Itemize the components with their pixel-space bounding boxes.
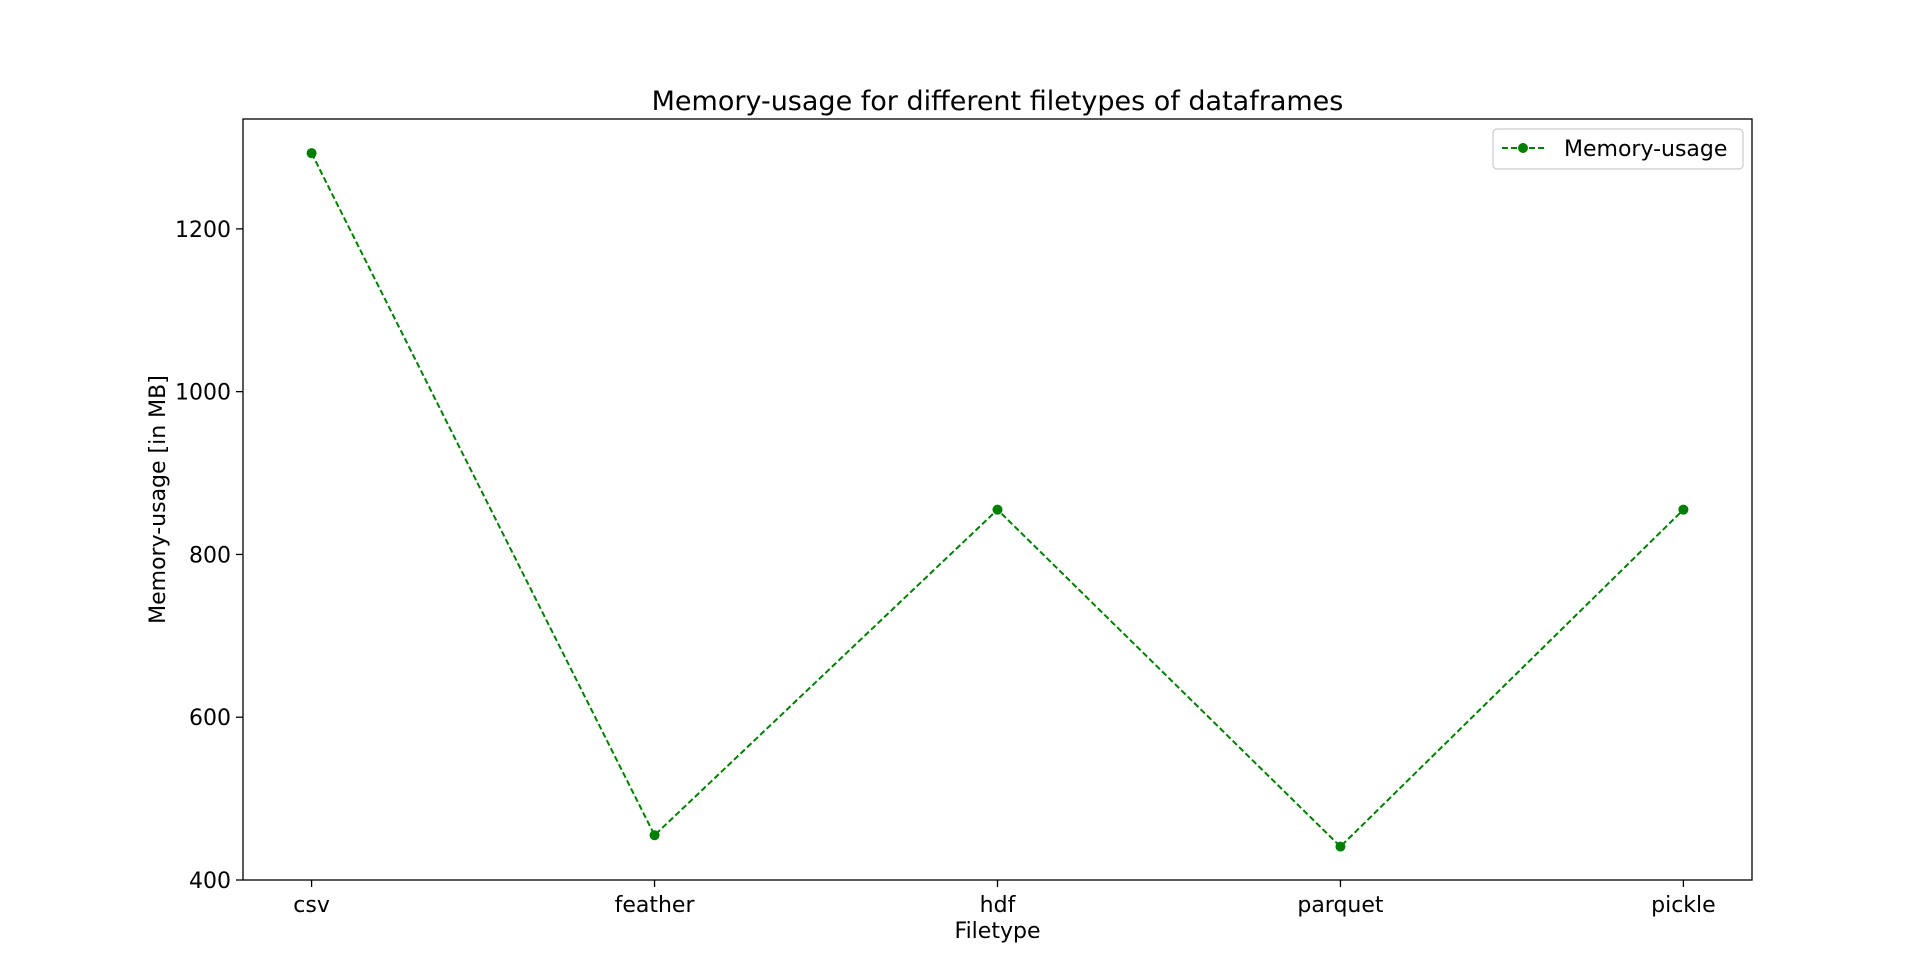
series-line: [310, 152, 1685, 849]
y-tick-label: 1200: [175, 218, 231, 243]
x-tick-label: feather: [615, 893, 696, 918]
plot-layer: [306, 148, 1689, 852]
plot-frame: [242, 118, 1753, 881]
data-point: [649, 830, 660, 841]
legend-box: [1492, 128, 1744, 170]
chart-title: Memory-usage for different filetypes of …: [652, 86, 1344, 117]
x-tick-label: parquet: [1297, 893, 1384, 918]
data-point: [992, 504, 1003, 515]
x-axis: csv feather hdf parquet pickle: [293, 880, 1716, 918]
data-point: [1678, 504, 1689, 515]
y-axis-title: Memory-usage [in MB]: [146, 375, 171, 624]
y-tick-label: 400: [189, 869, 231, 894]
y-axis: 400 600 800 1000 1200: [175, 218, 243, 894]
legend: Memory-usage: [1492, 128, 1744, 170]
legend-marker: [1518, 143, 1528, 153]
x-tick-label: hdf: [980, 893, 1017, 918]
x-axis-title: Filetype: [955, 919, 1041, 944]
x-tick-label: pickle: [1651, 893, 1716, 918]
y-tick-label: 800: [189, 543, 231, 568]
y-tick-label: 600: [189, 706, 231, 731]
y-tick-label: 1000: [175, 381, 231, 406]
data-point: [1335, 841, 1346, 852]
x-tick-label: csv: [293, 893, 330, 918]
data-point: [306, 148, 317, 159]
legend-label: Memory-usage: [1564, 137, 1727, 162]
